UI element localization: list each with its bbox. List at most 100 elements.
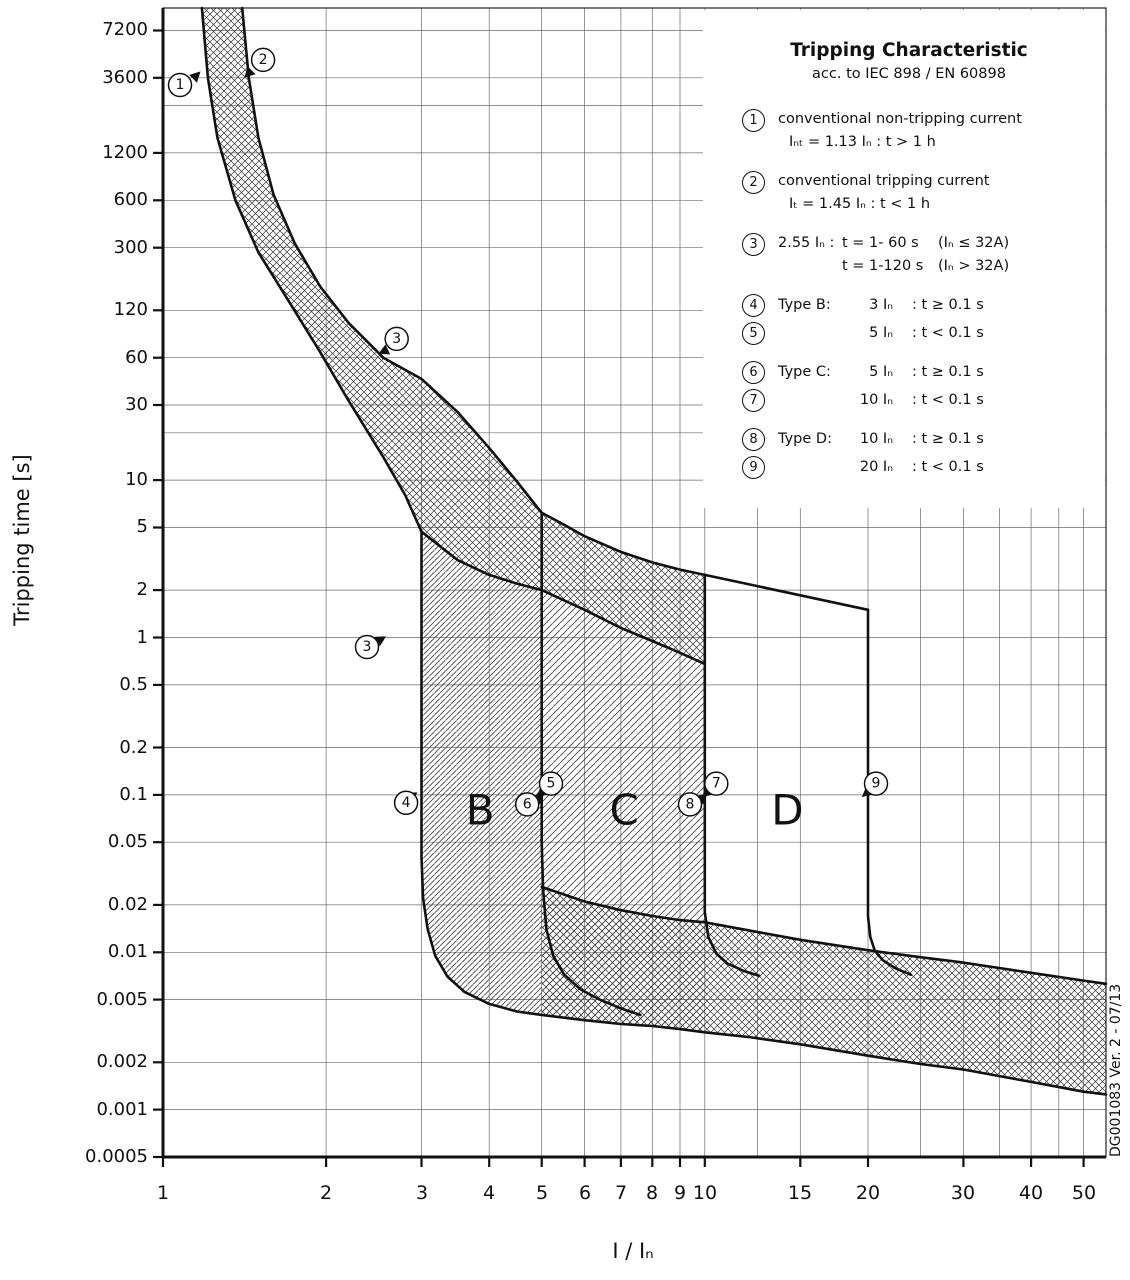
x-tick-label: 10	[692, 1182, 718, 1204]
legend-circled-number-7: 7	[742, 389, 765, 412]
curve-b_left_and_bottom	[420, 530, 1108, 1096]
legend-item-7: 7 10 Iₙ : t < 0.1 s	[742, 388, 1076, 412]
legend-item-4: 4 Type B: 3 Iₙ : t ≥ 0.1 s	[742, 293, 1076, 317]
legend-item-5: 5 5 Iₙ : t < 0.1 s	[742, 321, 1076, 345]
x-tick-label: 1	[156, 1182, 170, 1204]
x-tick-label: 15	[787, 1182, 813, 1204]
region-label-B: B	[466, 785, 495, 834]
y-tick-label: 2	[136, 579, 148, 600]
callout-marker-8: 8	[677, 792, 703, 817]
y-tick-label: 0.5	[119, 674, 148, 695]
y-tick-label: 0.1	[119, 784, 148, 805]
y-tick-label: 5	[136, 516, 148, 537]
legend-item-1: 1 conventional non-tripping current Iₙₜ …	[742, 108, 1076, 154]
legend-circled-number-1: 1	[742, 109, 765, 132]
svg-text:8: 8	[686, 796, 695, 812]
legend-item-3-head: 2.55 Iₙ :	[778, 235, 835, 251]
x-tick-label: 30	[950, 1182, 976, 1204]
x-tick-label: 40	[1018, 1182, 1044, 1204]
svg-text:5: 5	[547, 776, 556, 792]
region-b-fill	[421, 531, 542, 1015]
legend-panel: Tripping Characteristic acc. to IEC 898 …	[742, 40, 1076, 479]
legend-item-1-line1: conventional non-tripping current	[778, 111, 1022, 127]
legend-item-1-line2: Iₙₜ = 1.13 Iₙ : t > 1 h	[789, 134, 936, 150]
callout-marker-4: 4	[393, 790, 419, 816]
svg-text:1: 1	[176, 77, 185, 93]
legend-circled-number-3: 3	[742, 233, 765, 256]
callout-marker-6: 6	[514, 792, 540, 817]
x-tick-label: 5	[535, 1182, 549, 1204]
y-tick-label: 0.0005	[85, 1146, 148, 1167]
curve-band_top	[540, 885, 1108, 986]
svg-text:2: 2	[259, 52, 268, 68]
legend-circled-number-5: 5	[742, 322, 765, 345]
legend-item-2-line1: conventional tripping current	[778, 173, 990, 189]
legend-qty: 3 Iₙ	[869, 297, 893, 313]
x-tick-label: 2	[319, 1182, 333, 1204]
y-tick-label: 0.005	[96, 989, 148, 1010]
curve-thermal_min	[200, 6, 707, 666]
y-tick-label: 60	[125, 347, 148, 368]
legend-qty: 5 Iₙ	[869, 364, 893, 380]
legend-cond: : t ≥ 0.1 s	[912, 431, 984, 447]
callout-marker-1: 1	[167, 72, 193, 98]
callout-pointer	[378, 344, 391, 355]
callout-marker-9: 9	[863, 771, 889, 796]
x-tick-label: 4	[482, 1182, 496, 1204]
callout-marker-2: 2	[250, 47, 276, 73]
curve-c_left	[540, 511, 642, 1017]
legend-item-6: 6 Type C: 5 Iₙ : t ≥ 0.1 s	[742, 360, 1076, 384]
svg-text:3: 3	[363, 639, 372, 655]
document-reference: DG001083 Ver. 2 - 07/13	[1108, 983, 1124, 1157]
y-tick-label: 3600	[102, 67, 148, 88]
legend-type-label: Type B:	[778, 297, 831, 313]
legend-item-3: 3 2.55 Iₙ : t = 1- 60 s (Iₙ ≤ 32A) t = 1-1…	[742, 232, 1076, 278]
chart-title: Tripping Characteristic	[790, 40, 1028, 61]
legend-circled-number-9: 9	[742, 456, 765, 479]
x-tick-label: 6	[578, 1182, 592, 1204]
legend-qty: 20 Iₙ	[859, 459, 893, 475]
legend-cond: : t < 0.1 s	[912, 325, 984, 341]
callout-marker-7: 7	[704, 771, 729, 796]
svg-text:3: 3	[392, 331, 401, 347]
callout-marker-5: 5	[538, 771, 564, 796]
legend-item-3-note1: (Iₙ ≤ 32A)	[938, 235, 1010, 251]
legend-item-3-text: 2.55 Iₙ : t = 1- 60 s (Iₙ ≤ 32A) t = 1-120…	[778, 232, 1009, 278]
callout-marker-3: 3	[384, 326, 409, 352]
chart-subtitle: acc. to IEC 898 / EN 60898	[812, 66, 1006, 82]
x-tick-label: 50	[1071, 1182, 1097, 1204]
legend-qty: 5 Iₙ	[869, 325, 893, 341]
callout-pointer	[374, 636, 387, 647]
legend-cond: : t ≥ 0.1 s	[912, 297, 984, 313]
legend-circled-number-2: 2	[742, 171, 765, 194]
callout-pointer	[244, 66, 256, 78]
y-tick-label: 300	[113, 237, 148, 258]
legend-cond: : t < 0.1 s	[912, 459, 984, 475]
x-axis-title: I / Iₙ	[612, 1239, 654, 1263]
legend-type-label: Type C:	[778, 364, 831, 380]
y-tick-label: 0.05	[107, 831, 148, 852]
legend-circled-number-4: 4	[742, 294, 765, 317]
x-tick-label: 7	[614, 1182, 628, 1204]
svg-text:6: 6	[523, 796, 532, 812]
svg-text:9: 9	[872, 776, 881, 792]
legend-item-2-line2: Iₜ = 1.45 Iₙ : t < 1 h	[789, 196, 931, 212]
legend-qty: 10 Iₙ	[859, 431, 893, 447]
y-tick-label: 0.02	[107, 894, 148, 915]
legend-item-3-line1: 2.55 Iₙ : t = 1- 60 s (Iₙ ≤ 32A)	[778, 232, 1009, 255]
legend-item-9: 9 20 Iₙ : t < 0.1 s	[742, 455, 1076, 479]
y-tick-label: 120	[113, 299, 148, 320]
legend-backdrop	[703, 10, 1105, 508]
svg-text:4: 4	[402, 795, 411, 811]
region-label-D: D	[771, 785, 803, 834]
x-tick-label: 8	[645, 1182, 659, 1204]
y-tick-label: 0.01	[107, 941, 148, 962]
svg-text:7: 7	[712, 776, 721, 792]
y-tick-label: 0.002	[96, 1051, 148, 1072]
legend-circled-number-8: 8	[742, 428, 765, 451]
x-tick-label: 3	[415, 1182, 429, 1204]
y-tick-label: 7200	[102, 19, 148, 40]
legend-circled-number-6: 6	[742, 361, 765, 384]
